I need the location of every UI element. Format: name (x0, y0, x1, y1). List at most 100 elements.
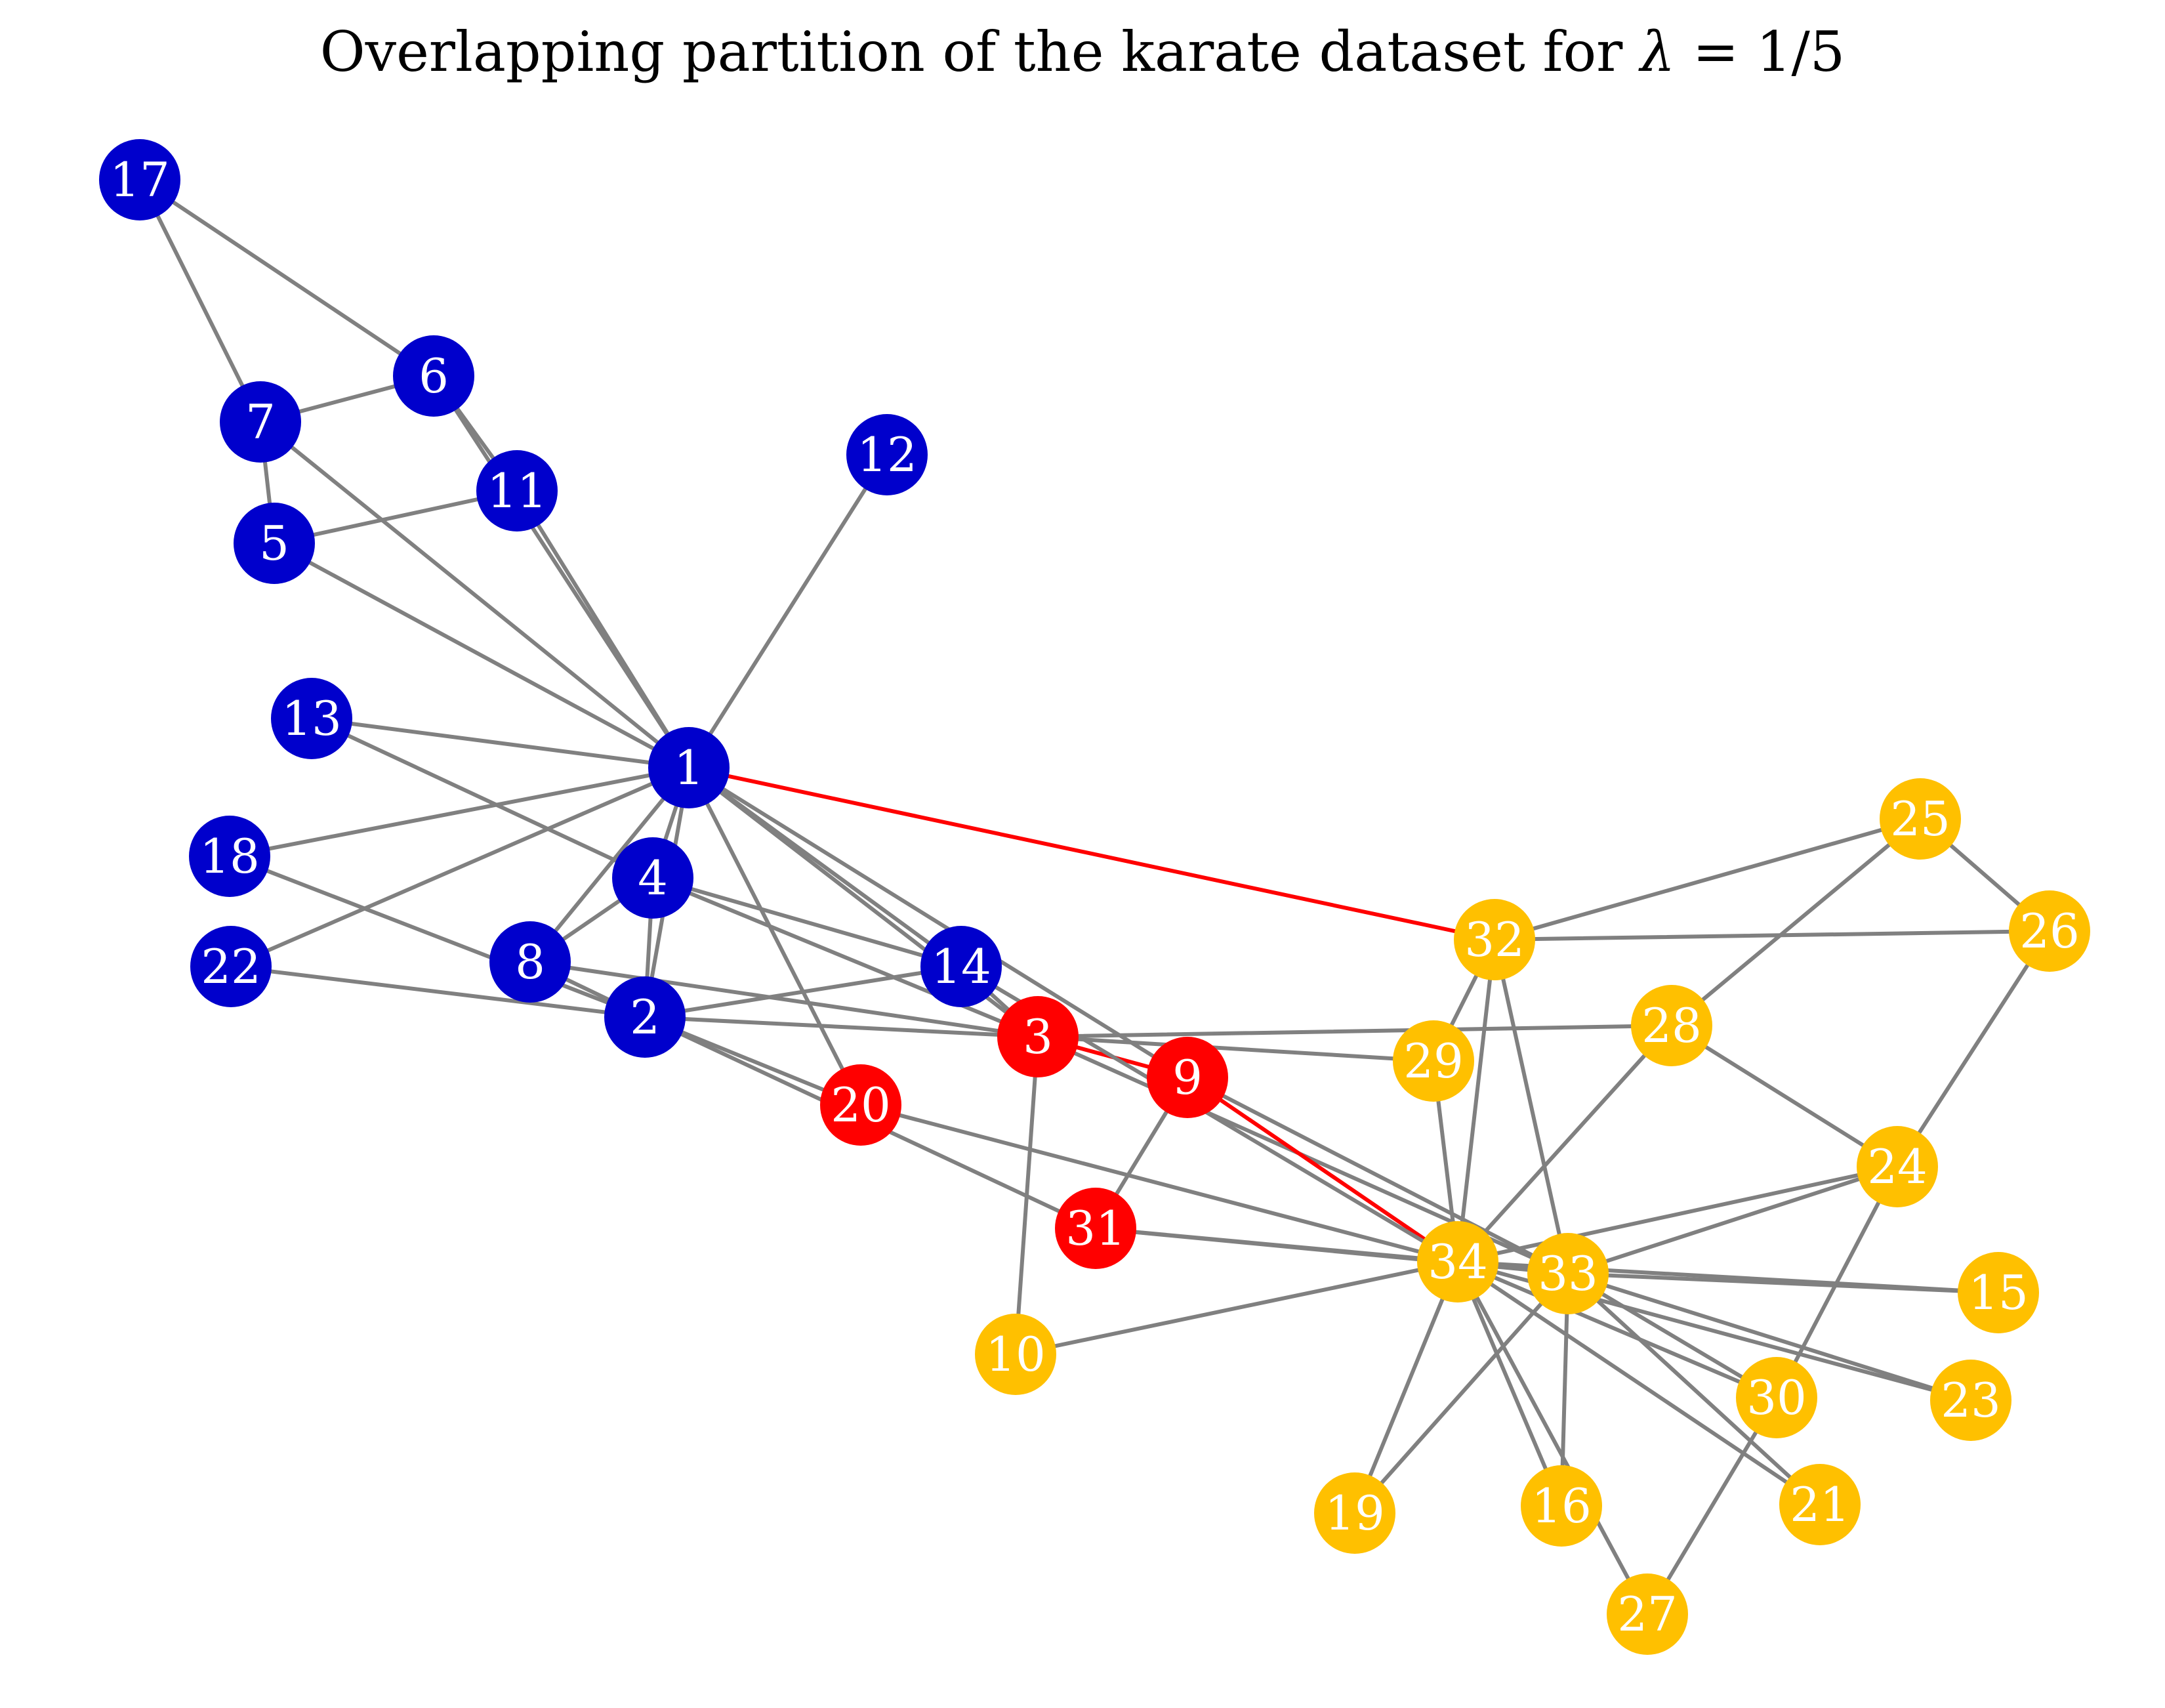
node-11: 11 (476, 450, 558, 531)
nodes-layer: 12 34567891011121314151617181920212223242… (99, 139, 2090, 1655)
edge-1-32 (687, 766, 1496, 942)
node-label-3: 3 (1023, 1009, 1053, 1064)
node-circle-21 (1779, 1464, 1861, 1545)
edge-1-22 (229, 766, 691, 969)
node-circle-9 (1147, 1037, 1228, 1118)
node-17: 17 (99, 139, 180, 220)
edge-3-4 (651, 876, 1040, 1039)
node-circle-19 (1314, 1472, 1395, 1554)
edge-2-22 (229, 965, 647, 1019)
node-label-13: 13 (281, 691, 342, 746)
node-22: 22 (190, 926, 272, 1007)
node-label-16: 16 (1531, 1478, 1592, 1533)
node-circle-18 (189, 816, 270, 897)
node-label-17: 17 (110, 152, 170, 207)
node-label-2: 2 (630, 989, 660, 1045)
edge-1-14 (687, 766, 963, 969)
node-circle-22 (190, 926, 272, 1007)
node-circle-2 (604, 976, 686, 1058)
node-19: 19 (1314, 1472, 1395, 1554)
edge-19-34 (1353, 1260, 1460, 1515)
node-8: 8 (489, 921, 571, 1003)
edge-3-28 (1036, 1024, 1674, 1039)
node-14: 14 (920, 926, 1002, 1007)
edge-24-33 (1566, 1165, 1899, 1276)
edge-25-28 (1670, 817, 1922, 1028)
edge-4-13 (310, 717, 655, 880)
title-suffix: = 1/5 (1675, 20, 1845, 84)
node-circle-8 (489, 921, 571, 1003)
node-13: 13 (271, 678, 352, 759)
edge-7-17 (138, 178, 262, 424)
node-label-7: 7 (245, 394, 276, 449)
edge-2-14 (643, 965, 963, 1019)
node-label-30: 30 (1746, 1370, 1807, 1425)
node-25: 25 (1880, 778, 1961, 860)
node-label-25: 25 (1890, 791, 1950, 846)
node-circle-30 (1736, 1357, 1817, 1438)
node-label-20: 20 (831, 1077, 891, 1133)
edge-5-11 (272, 489, 519, 545)
node-label-11: 11 (487, 463, 547, 518)
node-label-23: 23 (1941, 1373, 2001, 1428)
node-circle-24 (1857, 1126, 1938, 1207)
node-26: 26 (2009, 890, 2090, 972)
edge-24-26 (1895, 929, 2052, 1169)
node-label-8: 8 (515, 934, 545, 989)
node-label-6: 6 (419, 348, 449, 404)
node-label-33: 33 (1538, 1246, 1598, 1301)
node-label-27: 27 (1617, 1587, 1678, 1642)
title-prefix: Overlapping partition of the karate data… (320, 20, 1640, 84)
node-circle-11 (476, 450, 558, 531)
node-circle-20 (820, 1064, 901, 1146)
node-circle-5 (234, 503, 315, 584)
node-label-28: 28 (1641, 998, 1702, 1053)
node-label-19: 19 (1325, 1486, 1385, 1541)
edge-2-3 (643, 1015, 1040, 1039)
edge-10-34 (1014, 1260, 1460, 1356)
node-28: 28 (1631, 985, 1712, 1066)
figure-title: Overlapping partition of the karate data… (320, 20, 1845, 84)
node-circle-27 (1607, 1573, 1688, 1655)
node-circle-15 (1958, 1252, 2039, 1333)
node-10: 10 (975, 1314, 1056, 1395)
node-6: 6 (393, 335, 474, 417)
node-circle-26 (2009, 890, 2090, 972)
edge-1-8 (528, 766, 691, 964)
node-9: 9 (1147, 1037, 1228, 1118)
node-label-14: 14 (931, 939, 991, 994)
node-label-26: 26 (2019, 904, 2080, 959)
node-label-5: 5 (259, 516, 289, 571)
node-label-10: 10 (985, 1327, 1046, 1382)
node-circle-6 (393, 335, 474, 417)
node-27: 27 (1607, 1573, 1688, 1655)
node-label-12: 12 (857, 427, 917, 482)
node-label-29: 29 (1403, 1033, 1464, 1089)
edge-27-34 (1456, 1260, 1649, 1616)
edge-28-34 (1456, 1024, 1674, 1264)
node-circle-33 (1527, 1233, 1609, 1314)
edge-1-12 (687, 453, 889, 770)
edge-3-8 (528, 960, 1040, 1039)
node-24: 24 (1857, 1126, 1938, 1207)
node-circle-25 (1880, 778, 1961, 860)
node-1: 1 (648, 727, 730, 808)
node-circle-4 (612, 837, 693, 919)
edge-1-13 (310, 717, 691, 770)
edge-23-33 (1566, 1272, 1973, 1402)
edge-6-17 (138, 178, 436, 378)
edge-2-18 (228, 854, 647, 1019)
node-12: 12 (846, 414, 928, 495)
node-33: 33 (1527, 1233, 1609, 1314)
node-16: 16 (1521, 1465, 1602, 1547)
node-circle-14 (920, 926, 1002, 1007)
node-circle-10 (975, 1314, 1056, 1395)
edge-31-34 (1094, 1226, 1460, 1264)
node-label-32: 32 (1464, 912, 1525, 967)
node-circle-13 (271, 678, 352, 759)
edge-24-30 (1775, 1165, 1899, 1400)
node-label-4: 4 (638, 850, 668, 906)
node-circle-34 (1417, 1221, 1498, 1302)
edge-1-7 (258, 420, 691, 770)
